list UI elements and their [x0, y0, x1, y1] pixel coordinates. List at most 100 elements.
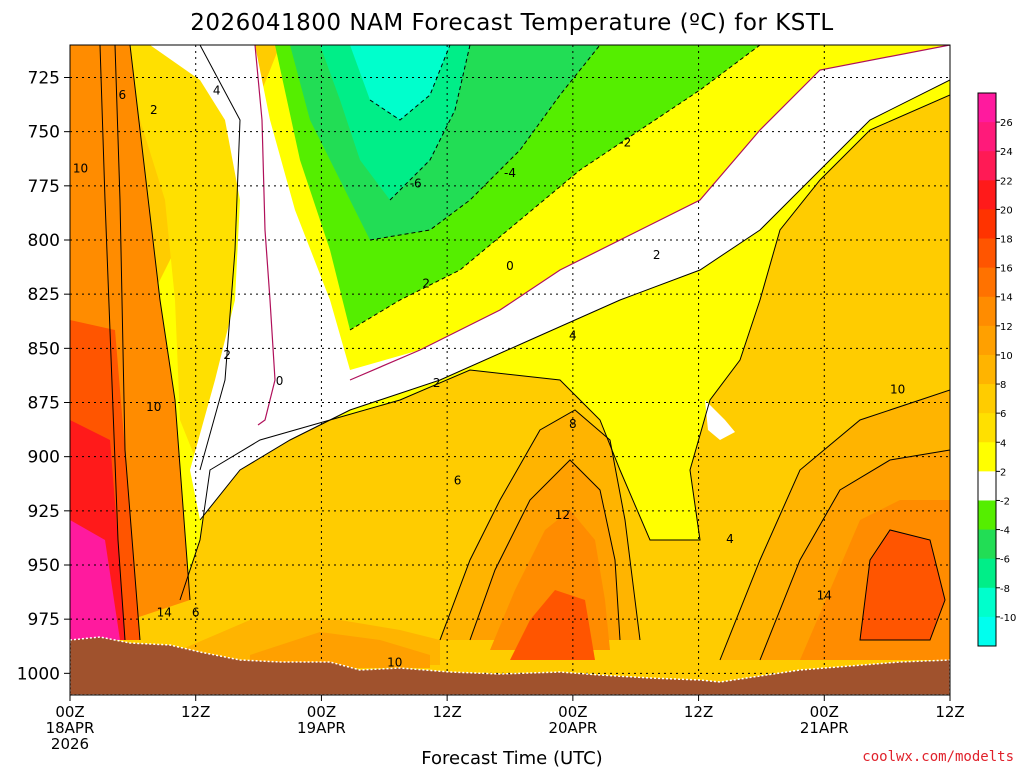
colorbar-swatch — [978, 93, 996, 123]
colorbar-label: -4 — [1000, 526, 1010, 537]
contour-label: 10 — [890, 383, 905, 397]
y-tick-label: 1000 — [17, 664, 60, 684]
colorbar-swatch — [978, 529, 996, 560]
colorbar-swatch — [978, 122, 996, 152]
contour-label: 14 — [817, 588, 832, 602]
contour-line-minus-2 — [349, 45, 761, 331]
x-tick-label: 19APR — [297, 719, 346, 737]
colorbar-label: 16 — [1000, 264, 1013, 275]
contour-line-10 — [99, 45, 126, 641]
colorbar-label: 14 — [1000, 293, 1013, 304]
x-tick-label: 12Z — [181, 703, 210, 721]
chart-title: 2026041800 NAM Forecast Temperature (ºC)… — [190, 10, 834, 36]
contour-label: 0 — [506, 259, 514, 273]
terrain-ground — [70, 636, 950, 695]
contour-labels: 6 2 4 10 2 0 10 14 6 -6 -4 -2 2 0 2 4 2 6 8 12 10 4 10 14 — [73, 84, 905, 670]
x-tick-label: 12Z — [432, 703, 461, 721]
colorbar-label: 6 — [1000, 409, 1006, 420]
x-tick-label: 00Z — [307, 703, 336, 721]
contour-label: 2 — [422, 276, 430, 290]
contour-label: 6 — [454, 474, 462, 488]
contour-label: 10 — [73, 162, 88, 176]
colorbar-swatch — [978, 413, 996, 443]
contour-line-zero — [254, 45, 276, 426]
contour-label: 2 — [433, 376, 441, 390]
y-tick-label: 975 — [28, 610, 60, 630]
grid-lines — [70, 45, 950, 695]
contour-label: 4 — [726, 532, 734, 546]
colorbar-label: -2 — [1000, 496, 1010, 507]
colorbar-swatch — [978, 151, 996, 181]
contour-label: 4 — [213, 84, 221, 98]
contour-label: 4 — [569, 328, 577, 342]
contour-line-9 — [114, 45, 141, 641]
colorbar-label: 8 — [1000, 380, 1006, 391]
fill-14-16-right — [860, 530, 945, 640]
fill-minus-8 — [350, 45, 450, 120]
y-tick-label: 925 — [28, 502, 60, 522]
contour-label: 12 — [555, 508, 570, 522]
colorbar-swatch — [978, 238, 996, 269]
fill-2-4-left-top — [130, 45, 240, 470]
colorbar-swatch — [978, 209, 996, 240]
y-tick-label: 875 — [28, 394, 60, 414]
colorbar-swatch — [978, 587, 996, 618]
colorbar-label: -10 — [1000, 613, 1016, 624]
contour-line-4 — [469, 459, 621, 641]
contour-label: 6 — [192, 606, 200, 620]
colorbar-label: 24 — [1000, 147, 1013, 158]
colorbar-label: 18 — [1000, 235, 1013, 246]
y-axis-ticks: 725 750 775 800 825 850 875 900 925 950 975 1000 — [17, 69, 70, 684]
contour-label: 2 — [150, 103, 158, 117]
colorbar-swatch — [978, 500, 996, 531]
y-tick-label: 900 — [28, 448, 60, 468]
x-tick-label: 12Z — [684, 703, 713, 721]
contour-label: 2 — [223, 348, 231, 362]
colorbar-swatch — [978, 616, 996, 647]
x-tick-label: 21APR — [800, 719, 849, 737]
x-tick-label: 00Z — [558, 703, 587, 721]
colorbar-legend: 26 24 22 20 18 16 14 12 10 8 6 4 2 -2 -4 -6 -8 -10 — [977, 92, 1016, 647]
x-tick-label: 00Z — [810, 703, 839, 721]
colorbar-label: -8 — [1000, 584, 1010, 595]
contour-line-1 — [199, 79, 950, 521]
colorbar-swatch — [978, 267, 996, 298]
y-tick-label: 775 — [28, 177, 60, 197]
contour-label: -4 — [504, 166, 516, 180]
contour-line-minus-4 — [369, 45, 601, 241]
contour-label: -2 — [619, 136, 631, 150]
fill-14-16-center — [510, 590, 595, 660]
colorbar-swatch — [978, 296, 996, 327]
contour-label: 14 — [157, 606, 172, 620]
colorbar-swatch — [978, 384, 996, 414]
colorbar-swatch — [978, 442, 996, 472]
fill-0-2-band — [150, 45, 950, 520]
contour-label: 2 — [653, 248, 661, 262]
x-tick-label: 12Z — [935, 703, 964, 721]
fill-22-26-left — [70, 520, 120, 640]
y-tick-label: 950 — [28, 556, 60, 576]
contour-line-3 — [439, 409, 641, 641]
fill-10-12-bottom — [250, 632, 430, 668]
colorbar-label: 22 — [1000, 176, 1013, 187]
colorbar-frame — [977, 92, 997, 647]
x-tick-label: 2026 — [51, 735, 89, 753]
contour-line-zero-2 — [349, 45, 950, 381]
colorbar-swatch — [978, 471, 996, 501]
contour-line-2 — [179, 94, 950, 601]
credit-text: coolwx.com/modelts — [862, 749, 1014, 765]
contour-line-11 — [199, 45, 241, 471]
colorbar-label: 26 — [1000, 118, 1013, 129]
contour-label: -6 — [410, 177, 422, 191]
colorbar-label: 10 — [1000, 351, 1013, 362]
colorbar-label: 20 — [1000, 205, 1013, 216]
contour-line-5 — [719, 389, 950, 661]
colorbar-label: 4 — [1000, 438, 1006, 449]
contour-label: 8 — [569, 417, 577, 431]
contour-label: 0 — [276, 374, 284, 388]
contour-label: 10 — [146, 400, 161, 414]
colorbar-label: 12 — [1000, 322, 1013, 333]
y-tick-label: 850 — [28, 339, 60, 359]
